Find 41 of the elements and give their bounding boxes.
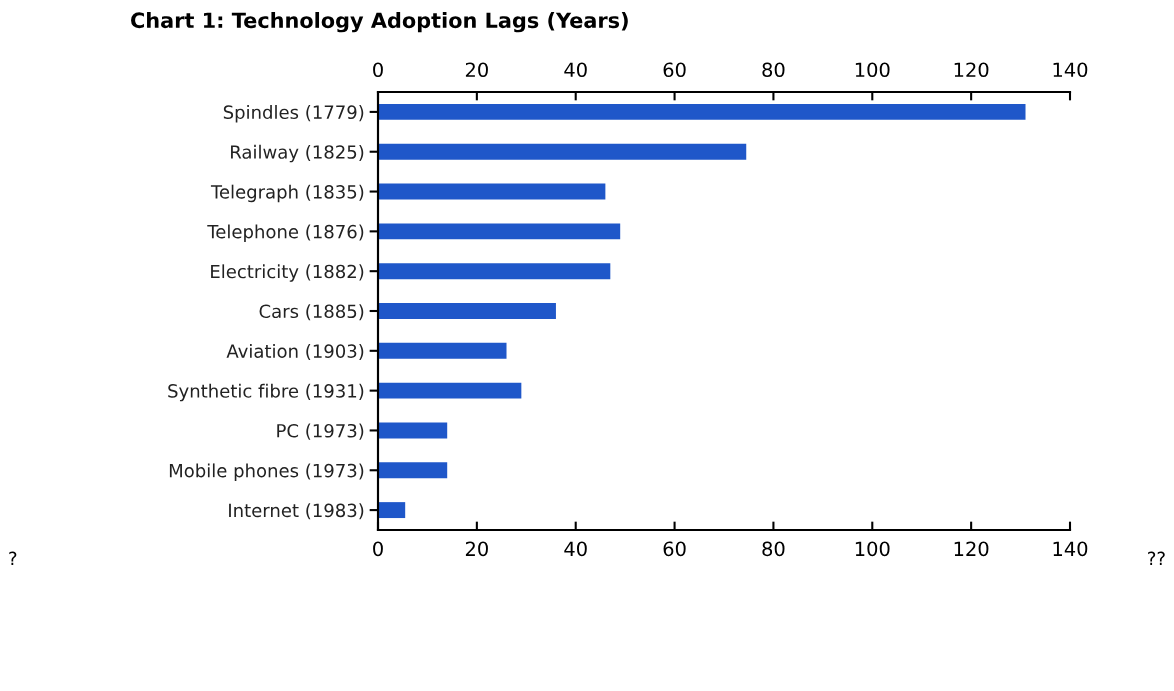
chart-title: Chart 1: Technology Adoption Lags (Years)	[131, 12, 628, 33]
bar	[378, 303, 556, 319]
x-tick-label: 40	[564, 541, 587, 557]
bar	[378, 382, 522, 399]
y-tick-label: Mobile phones (1973)	[169, 463, 364, 481]
y-tick-label: Telegraph (1835)	[210, 184, 364, 203]
x-tick-label: 80	[762, 541, 785, 557]
bar	[378, 342, 507, 359]
x-tick-label: 60	[663, 541, 686, 557]
x2-tick-label: 20	[465, 62, 488, 78]
x-tick-label: 100	[855, 541, 890, 557]
y-tick-label: Aviation (1903)	[226, 343, 364, 361]
y-tick-label: Telephone (1876)	[207, 224, 364, 242]
y-tick-label: Synthetic fibre (1931)	[168, 383, 364, 402]
x-tick-label: 120	[954, 541, 989, 557]
x2-tick-label: 60	[663, 62, 686, 78]
x2-tick-label: 80	[762, 62, 785, 78]
x-tick-label: 0	[373, 541, 383, 557]
bar	[378, 502, 406, 519]
y-tick-label: Internet (1983)	[229, 503, 364, 520]
text: ?	[9, 551, 17, 565]
text: ??	[1148, 551, 1165, 565]
y-tick-label: Spindles (1779)	[223, 105, 364, 123]
bar	[378, 462, 448, 479]
bar	[378, 183, 606, 200]
x-tick-label: 140	[1053, 541, 1088, 557]
bar	[378, 223, 621, 240]
x2-tick-label: 0	[373, 62, 383, 78]
bar	[378, 422, 448, 439]
y-tick-label: Railway (1825)	[231, 144, 364, 163]
x2-tick-label: 120	[954, 62, 989, 78]
x2-tick-label: 40	[564, 62, 587, 78]
bar	[378, 103, 1026, 120]
bar	[378, 263, 611, 280]
bar	[378, 143, 747, 160]
y-tick-label: Cars (1885)	[259, 304, 364, 321]
x2-tick-label: 140	[1053, 62, 1088, 78]
y-tick-label: PC (1973)	[277, 423, 364, 440]
y-tick-label: Electricity (1882)	[211, 264, 364, 282]
x-tick-label: 20	[465, 541, 488, 557]
x2-tick-label: 100	[855, 62, 890, 78]
